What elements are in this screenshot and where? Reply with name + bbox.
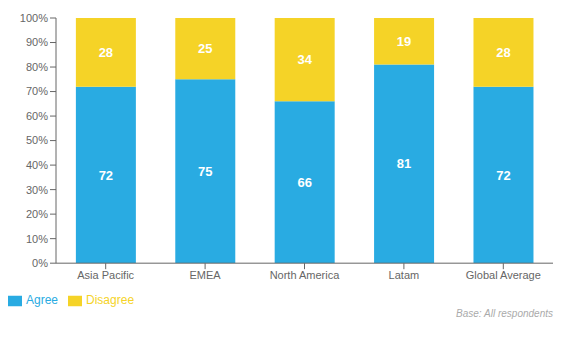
svg-text:70%: 70% [26, 85, 48, 97]
svg-text:60%: 60% [26, 110, 48, 122]
svg-text:40%: 40% [26, 159, 48, 171]
svg-text:50%: 50% [26, 134, 48, 146]
html-text:Disagree: Disagree [86, 293, 135, 308]
svg-text:72: 72 [99, 168, 113, 183]
svg-text:Latam: Latam [389, 269, 420, 281]
svg-text:75: 75 [198, 164, 212, 179]
svg-text:19: 19 [397, 34, 411, 49]
svg-text:90%: 90% [26, 36, 48, 48]
svg-text:Global Average: Global Average [466, 269, 541, 281]
svg-text:30%: 30% [26, 184, 48, 196]
html-text:Base: All respondents: Base: All respondents [456, 308, 553, 319]
svg-text:Asia Pacific: Asia Pacific [77, 269, 134, 281]
svg-text:25: 25 [198, 41, 212, 56]
svg-text:100%: 100% [20, 12, 48, 24]
svg-text:10%: 10% [26, 233, 48, 245]
svg-text:28: 28 [496, 45, 510, 60]
svg-text:72: 72 [496, 168, 510, 183]
svg-text:EMEA: EMEA [190, 269, 222, 281]
svg-text:0%: 0% [32, 257, 48, 269]
svg-text:81: 81 [397, 156, 411, 171]
svg-text:34: 34 [297, 52, 312, 67]
svg-text:80%: 80% [26, 61, 48, 73]
svg-text:North America: North America [270, 269, 341, 281]
svg-text:66: 66 [297, 175, 311, 190]
html-text:Agree: Agree [26, 293, 58, 308]
svg-text:28: 28 [99, 45, 113, 60]
svg-text:20%: 20% [26, 208, 48, 220]
